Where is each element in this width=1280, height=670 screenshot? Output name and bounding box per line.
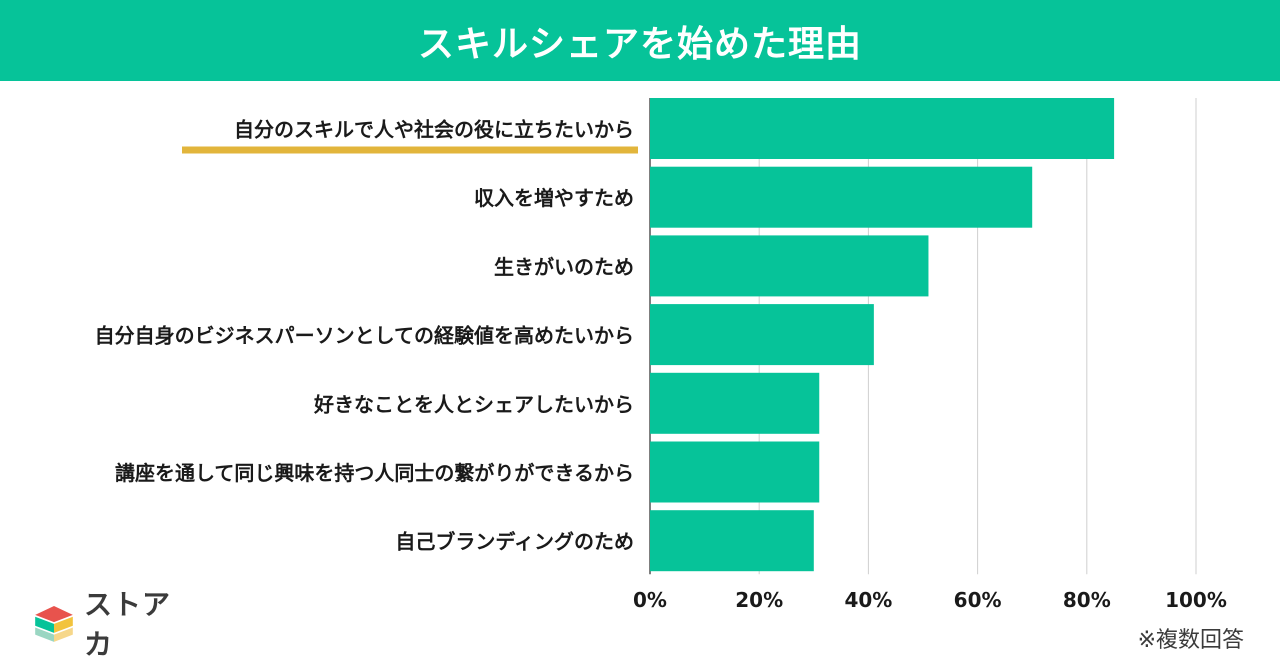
highlight-underline <box>182 146 638 154</box>
logo-icon <box>35 605 73 642</box>
category-label: 自己ブランディングのため <box>395 530 634 554</box>
x-tick-label: 20% <box>735 588 783 611</box>
x-tick-label: 100% <box>1165 588 1227 611</box>
bar-chart: 自分のスキルで人や社会の役に立ちたいから収入を増やすため生きがいのため自分自身の… <box>95 98 1227 611</box>
x-tick-label: 40% <box>844 588 892 611</box>
bar <box>650 441 820 503</box>
bar <box>650 510 814 572</box>
category-label: 収入を増やすため <box>474 186 634 210</box>
x-tick-label: 80% <box>1063 588 1111 611</box>
category-label: 生きがいのため <box>494 255 634 279</box>
bar <box>650 98 1115 159</box>
x-tick-label: 0% <box>633 588 667 611</box>
brand-logo: ストアカ <box>28 588 188 661</box>
category-label: 好きなことを人とシェアしたいから <box>313 392 634 416</box>
bar <box>650 166 1033 228</box>
bar <box>650 372 820 434</box>
category-label: 自分自身のビジネスパーソンとしての経験値を高めたいから <box>95 324 634 348</box>
category-label: 講座を通して同じ興味を持つ人同士の繋がりができるから <box>115 461 634 485</box>
category-label: 自分のスキルで人や社会の役に立ちたいから <box>234 118 634 142</box>
logo-text: ストアカ <box>84 588 172 661</box>
x-tick-label: 60% <box>954 588 1002 611</box>
bar <box>650 304 874 366</box>
chart-title: スキルシェアを始めた理由 <box>417 23 862 65</box>
footnote: ※複数回答 <box>1137 628 1244 653</box>
title-banner: スキルシェアを始めた理由 <box>0 0 1280 81</box>
bar <box>650 235 929 297</box>
